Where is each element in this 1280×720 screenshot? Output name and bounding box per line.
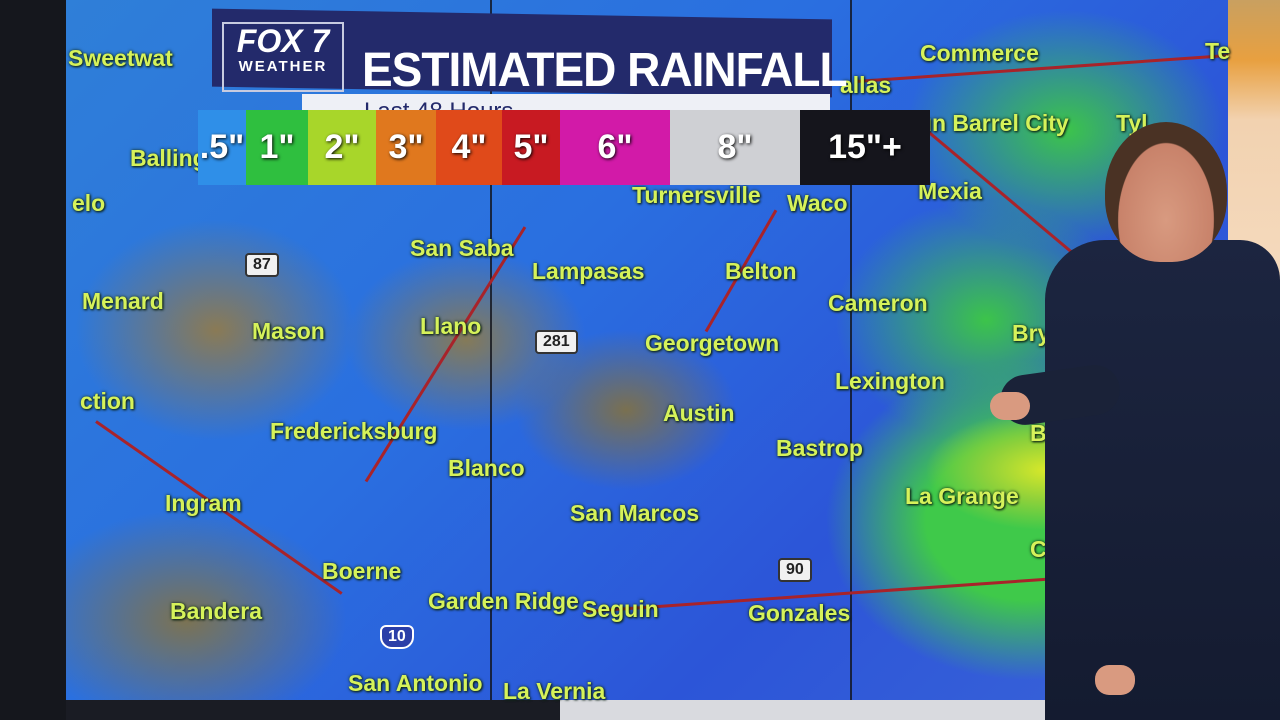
- presenter-hand: [990, 392, 1030, 420]
- highway-i20: [855, 53, 1228, 83]
- highway-shield-90: 90: [778, 558, 812, 582]
- city-label: Turnersville: [632, 182, 761, 208]
- fox7-weather-logo: FOX 7 WEATHER: [222, 22, 344, 92]
- city-label: Fredericksburg: [270, 418, 438, 444]
- legend-swatch: 4": [436, 110, 502, 185]
- city-label: Commerce: [920, 40, 1039, 66]
- city-label: Blanco: [448, 455, 525, 481]
- city-label: Austin: [663, 400, 735, 426]
- legend-swatch: 8": [670, 110, 800, 185]
- city-label: Ingram: [165, 490, 242, 516]
- city-label: La Vernia: [503, 678, 606, 704]
- interstate-shield-10: 10: [380, 625, 414, 649]
- city-label: elo: [72, 190, 106, 216]
- city-label: Balling: [130, 145, 207, 171]
- city-label: Te: [1205, 38, 1231, 64]
- city-label: San Saba: [410, 235, 514, 261]
- graphic-title: ESTIMATED RAINFALL: [362, 41, 848, 97]
- city-label: Bandera: [170, 598, 263, 624]
- legend-swatch: 2": [308, 110, 376, 185]
- city-label: Bastrop: [776, 435, 863, 461]
- rainfall-legend: .5" 1" 2" 3" 4" 5" 6" 8" 15"+: [198, 110, 930, 185]
- presenter-head: [1105, 122, 1227, 262]
- city-label: allas: [840, 72, 892, 98]
- city-label: Lexington: [835, 368, 945, 394]
- city-label: La Grange: [905, 483, 1019, 509]
- city-label: ction: [80, 388, 135, 414]
- city-label: Boerne: [322, 558, 402, 584]
- city-label: Lampasas: [532, 258, 645, 284]
- studio-wall-left: [0, 0, 66, 720]
- city-label: Gonzales: [748, 600, 851, 626]
- legend-swatch: 1": [246, 110, 308, 185]
- screen-seam: [490, 0, 492, 700]
- highway-shield-87: 87: [245, 253, 279, 277]
- city-label: Sweetwat: [68, 45, 173, 71]
- highway-shield-281: 281: [535, 330, 578, 354]
- logo-text: FOX 7: [236, 23, 330, 59]
- legend-swatch: .5": [198, 110, 246, 185]
- legend-swatch: 5": [502, 110, 560, 185]
- screen-seam: [850, 0, 852, 700]
- city-label: Llano: [420, 313, 482, 339]
- city-label: Belton: [725, 258, 797, 284]
- presenter-hand: [1095, 665, 1135, 695]
- city-label: Cameron: [828, 290, 928, 316]
- legend-swatch: 3": [376, 110, 436, 185]
- legend-swatch: 15"+: [800, 110, 930, 185]
- city-label: Mason: [252, 318, 325, 344]
- city-label: San Antonio: [348, 670, 483, 696]
- city-label: Waco: [787, 190, 848, 216]
- city-label: Menard: [82, 288, 164, 314]
- presenter: [1045, 240, 1280, 720]
- legend-swatch: 6": [560, 110, 670, 185]
- city-label: Garden Ridge: [428, 588, 579, 614]
- city-label: Seguin: [582, 596, 659, 622]
- city-label: San Marcos: [570, 500, 700, 526]
- logo-subtext: WEATHER: [238, 58, 328, 75]
- city-label: Georgetown: [645, 330, 780, 356]
